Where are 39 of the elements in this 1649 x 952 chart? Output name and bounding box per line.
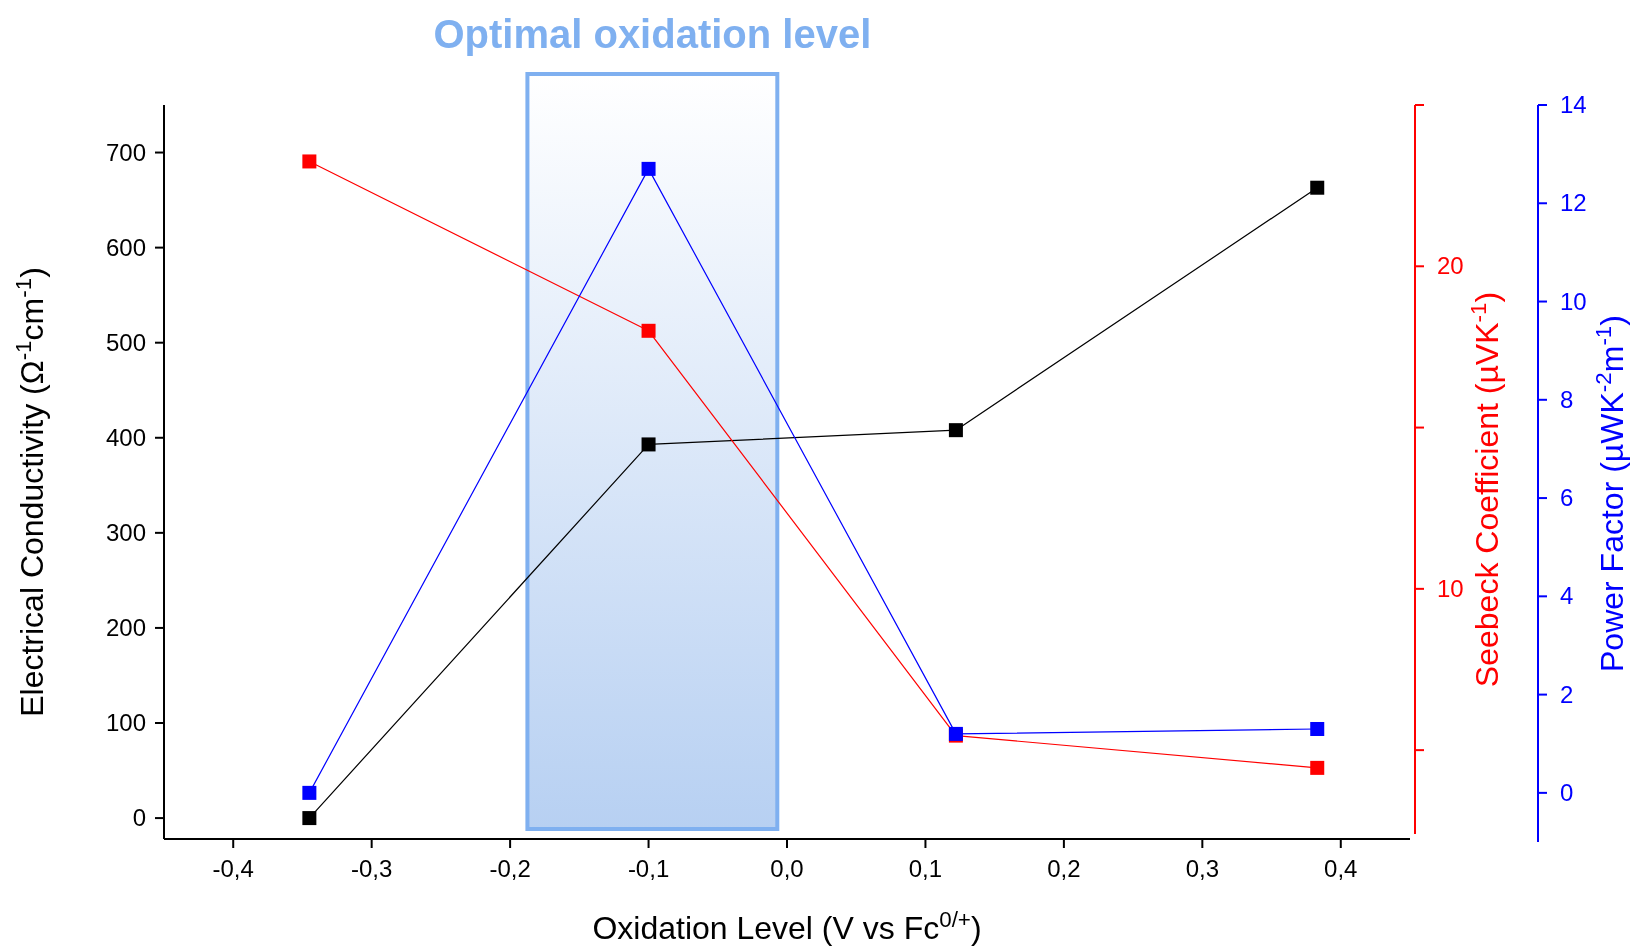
y-tick-label: 0 xyxy=(132,804,146,832)
point xyxy=(302,154,317,169)
x-tick-label: 0,2 xyxy=(1047,855,1081,882)
point xyxy=(1310,180,1325,195)
y2-tick-label: 20 xyxy=(1437,252,1464,280)
y-tick-label: 600 xyxy=(105,233,146,261)
x-tick-label: 0,0 xyxy=(770,855,804,882)
y3-tick-label: 6 xyxy=(1560,484,1574,512)
y3-tick-label: 4 xyxy=(1560,582,1574,610)
y-tick-label: 400 xyxy=(105,423,146,451)
y-tick-label: 500 xyxy=(105,328,146,356)
x-tick-label: 0,4 xyxy=(1324,855,1358,882)
x-tick-label: -0,1 xyxy=(627,855,670,882)
point xyxy=(1310,760,1325,775)
point xyxy=(302,785,317,800)
x-tick-label: 0,1 xyxy=(908,855,943,882)
point xyxy=(641,323,656,338)
y3-tick-label: 10 xyxy=(1560,287,1587,315)
y-tick-label: 100 xyxy=(105,709,146,737)
x-tick-label: -0,2 xyxy=(489,855,531,882)
point xyxy=(948,423,963,438)
point xyxy=(302,811,317,826)
point xyxy=(641,161,656,176)
y3-tick-label: 8 xyxy=(1560,385,1574,413)
y-tick-label: 300 xyxy=(105,518,146,546)
y3-tick-label: 12 xyxy=(1560,189,1587,217)
y3-tick-label: 0 xyxy=(1560,778,1574,806)
x-tick-label: -0,4 xyxy=(212,855,254,882)
y2-tick-label: 10 xyxy=(1437,574,1464,602)
y-tick-label: 700 xyxy=(105,138,146,166)
y3-tick-label: 2 xyxy=(1560,680,1574,708)
x-tick-label: -0,3 xyxy=(350,855,393,882)
band-label: Optimal oxidation level xyxy=(433,12,872,56)
y3-tick-label: 14 xyxy=(1560,91,1587,118)
x-tick-label: 0,3 xyxy=(1185,855,1220,882)
x-axis-title: Oxidation Level (V vs Fc$^{0/+}$) xyxy=(592,906,982,946)
point xyxy=(1310,721,1325,736)
point xyxy=(641,437,656,452)
y-tick-label: 200 xyxy=(105,613,146,641)
